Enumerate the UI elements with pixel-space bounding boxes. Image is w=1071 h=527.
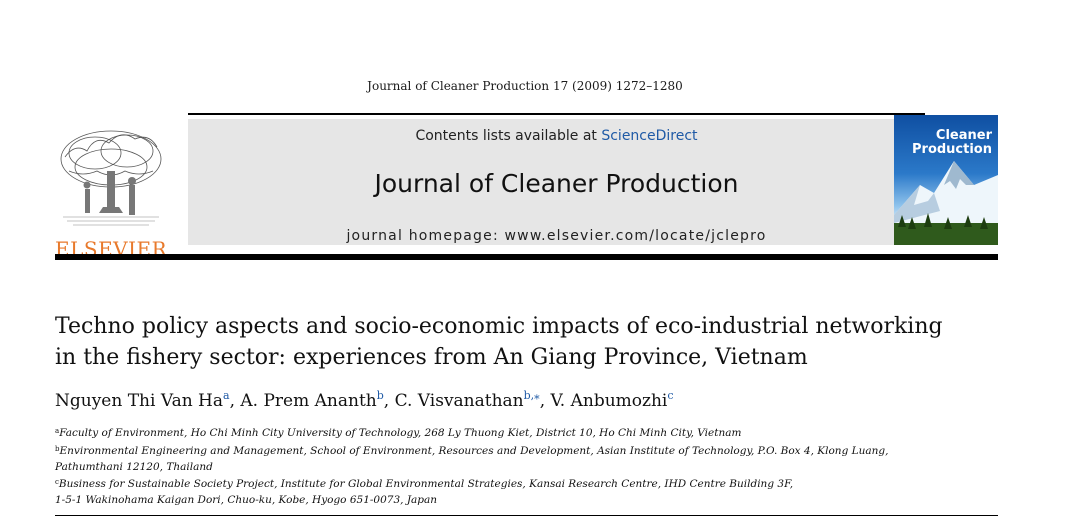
journal-banner: Contents lists available at ScienceDirec… bbox=[188, 119, 925, 245]
author-separator: , bbox=[539, 391, 551, 411]
elsevier-tree-icon bbox=[60, 130, 162, 226]
journal-header: ELSEVIER Contents lists available at Sci… bbox=[55, 113, 998, 261]
elsevier-logo[interactable]: ELSEVIER bbox=[55, 127, 167, 261]
affiliation-text: Environmental Engineering and Management… bbox=[59, 444, 889, 457]
author-affiliation-mark[interactable]: b bbox=[376, 389, 384, 402]
author-name[interactable]: Nguyen Thi Van Ha bbox=[55, 391, 224, 411]
author-separator: , bbox=[229, 391, 241, 411]
author-list: Nguyen Thi Van Haa, A. Prem Ananthb, C. … bbox=[55, 389, 1015, 411]
author-name[interactable]: A. Prem Ananth bbox=[240, 391, 377, 411]
journal-citation: Journal of Cleaner Production 17 (2009) … bbox=[367, 79, 683, 93]
author-separator: , bbox=[383, 391, 395, 411]
header-top-rule bbox=[188, 113, 925, 115]
contents-prefix: Contents lists available at bbox=[415, 128, 602, 144]
author-affiliation-mark[interactable]: b,⁎ bbox=[523, 389, 540, 402]
cover-title: Cleaner Production bbox=[912, 129, 992, 157]
affiliation-mark: c bbox=[55, 478, 59, 487]
author-name[interactable]: C. Visvanathan bbox=[394, 391, 524, 411]
affiliation-mark: a bbox=[55, 427, 60, 435]
cover-title-line2: Production bbox=[912, 142, 992, 157]
article-title-line1: Techno policy aspects and socio-economic… bbox=[55, 314, 943, 339]
article-title-line2: in the fishery sector: experiences from … bbox=[55, 345, 808, 370]
affiliation-text: Business for Sustainable Society Project… bbox=[58, 478, 794, 491]
affiliation-text: Faculty of Environment, Ho Chi Minh City… bbox=[59, 427, 742, 439]
affiliation-c-continued: 1-5-1 Wakinohama Kaigan Dori, Chuo-ku, K… bbox=[55, 494, 438, 507]
header-bottom-rule bbox=[55, 254, 998, 260]
affiliation-b-continued: Pathumthani 12120, Thailand bbox=[55, 460, 213, 473]
journal-title: Journal of Cleaner Production bbox=[374, 169, 739, 198]
section-divider bbox=[55, 515, 998, 516]
affiliation-mark: b bbox=[55, 444, 60, 453]
author-affiliation-mark[interactable]: a bbox=[223, 389, 230, 402]
affiliation-c: cBusiness for Sustainable Society Projec… bbox=[55, 475, 1015, 493]
mountain-icon bbox=[894, 161, 998, 245]
journal-homepage-link[interactable]: journal homepage: www.elsevier.com/locat… bbox=[346, 228, 767, 244]
affiliation-list: aFaculty of Environment, Ho Chi Minh Cit… bbox=[55, 424, 1015, 509]
article-title: Techno policy aspects and socio-economic… bbox=[55, 311, 1015, 373]
contents-line: Contents lists available at ScienceDirec… bbox=[188, 128, 925, 144]
journal-cover[interactable]: Cleaner Production bbox=[894, 115, 998, 245]
author-name[interactable]: V. Anbumozhi bbox=[550, 391, 668, 411]
author-affiliation-mark[interactable]: c bbox=[667, 389, 674, 402]
sciencedirect-link[interactable]: ScienceDirect bbox=[601, 128, 698, 144]
cover-title-line1: Cleaner bbox=[935, 128, 992, 143]
affiliation-a: aFaculty of Environment, Ho Chi Minh Cit… bbox=[55, 424, 1015, 442]
affiliation-b: bEnvironmental Engineering and Managemen… bbox=[55, 442, 1015, 460]
